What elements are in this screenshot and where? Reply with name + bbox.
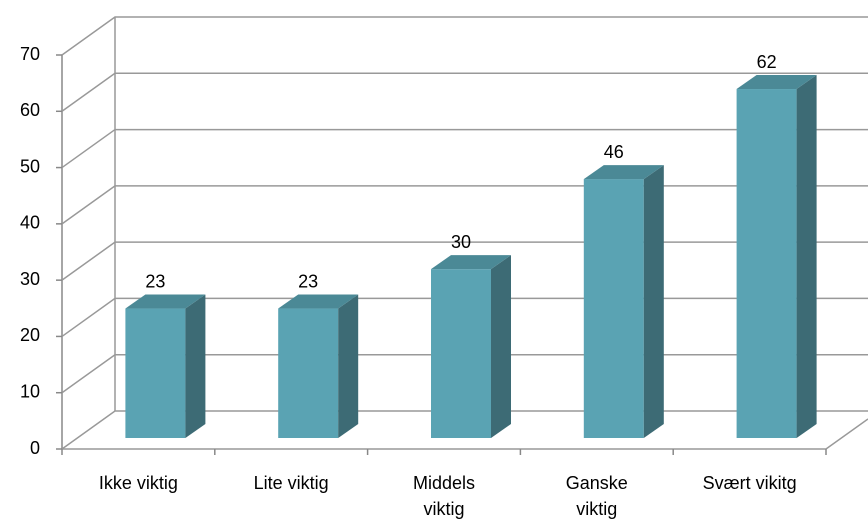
x-tick-label: Middels viktig: [412, 473, 476, 519]
bar-side: [185, 294, 206, 438]
y-tick-label: 30: [20, 269, 40, 289]
bar: [431, 269, 491, 438]
data-label: 46: [604, 142, 624, 162]
bar: [278, 308, 339, 438]
data-label: 30: [451, 232, 471, 252]
x-tick-label: Ikke viktig: [98, 473, 178, 493]
y-tick-label: 40: [20, 213, 40, 233]
bar-side: [338, 294, 359, 438]
y-tick-label: 60: [20, 100, 40, 120]
y-tick-label: 50: [20, 156, 40, 176]
bar-side: [491, 255, 511, 438]
bar-top: [125, 294, 206, 309]
bar: [125, 308, 186, 438]
x-tick-label: Ganske viktig: [565, 473, 628, 519]
x-tick-label: Lite viktig: [253, 473, 329, 493]
x-tick-label: Svært vikitg: [702, 473, 797, 493]
bar-top: [736, 75, 817, 90]
y-tick-label: 70: [20, 44, 40, 64]
grid-line: [61, 16, 868, 56]
data-label: 23: [145, 271, 165, 291]
y-tick-label: 10: [20, 381, 40, 401]
bar-top: [583, 165, 664, 180]
bar-side: [643, 165, 664, 439]
bar: [583, 179, 644, 439]
y-tick-label: 20: [20, 325, 40, 345]
bar: [736, 89, 797, 439]
bar-top: [278, 294, 359, 309]
grid-line: [61, 128, 868, 169]
data-label: 23: [298, 271, 318, 291]
grid-line: [61, 72, 868, 112]
bar-side: [796, 75, 817, 439]
data-label: 62: [757, 52, 777, 72]
bar-top: [431, 255, 511, 270]
y-tick-label: 0: [30, 438, 40, 458]
